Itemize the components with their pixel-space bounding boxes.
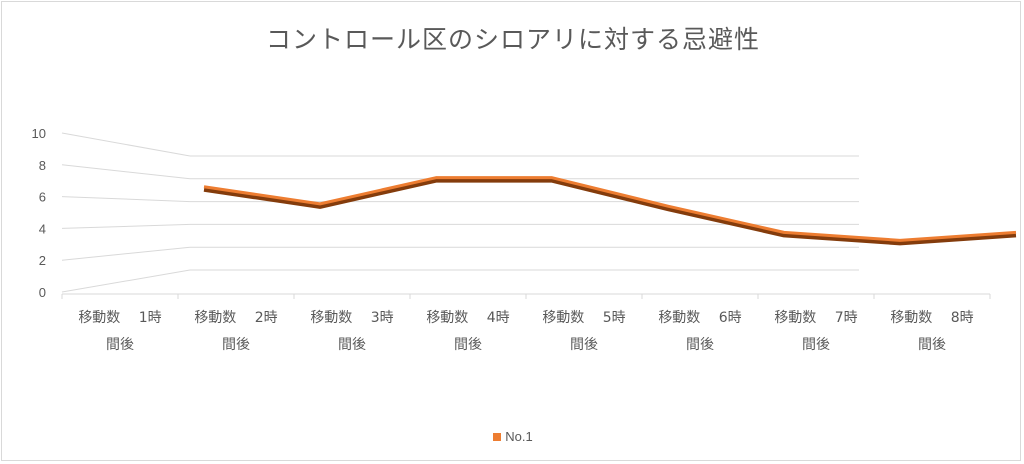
x-tick-label: 移動数 4時 — [426, 310, 509, 326]
x-tick-label: 間後 — [802, 337, 830, 353]
x-tick-label: 間後 — [918, 337, 946, 353]
gridline-wall — [61, 164, 191, 180]
gridline-wall — [61, 246, 191, 261]
x-tick-label: 間後 — [686, 337, 714, 353]
chart-title: コントロール区のシロアリに対する忌避性 — [265, 25, 760, 54]
y-tick-label: 10 — [32, 126, 46, 141]
x-tick-label: 移動数 5時 — [542, 310, 625, 326]
legend-label: No.1 — [505, 429, 533, 444]
x-tick-label: 間後 — [338, 337, 366, 353]
legend: No.1 — [2, 429, 1024, 444]
x-tick-label: 移動数 8時 — [890, 310, 973, 326]
series-lines — [203, 176, 1017, 246]
gridline-wall — [61, 223, 191, 229]
x-tick-label: 移動数 1時 — [78, 310, 161, 326]
x-tick-label: 移動数 2時 — [194, 310, 277, 326]
x-tick-label: 間後 — [454, 337, 482, 353]
y-tick-labels: 0 2 4 6 8 10 — [32, 126, 46, 300]
series-line-shadow — [203, 178, 1017, 246]
gridline-wall — [61, 269, 191, 293]
x-tick-label: 間後 — [106, 337, 134, 353]
gridlines — [61, 132, 859, 293]
axes — [61, 293, 991, 299]
y-tick-label: 0 — [39, 285, 46, 300]
x-tick-label: 間後 — [570, 337, 598, 353]
gridline-wall — [61, 196, 191, 203]
y-tick-label: 8 — [39, 158, 46, 173]
gridline-wall — [61, 132, 191, 157]
y-tick-label: 4 — [39, 221, 46, 236]
legend-swatch — [493, 432, 502, 441]
x-tick-label: 移動数 6時 — [658, 310, 741, 326]
x-tick-label: 移動数 3時 — [310, 310, 393, 326]
x-tick-label: 移動数 7時 — [774, 310, 857, 326]
x-tick-label: 間後 — [222, 337, 250, 353]
y-tick-label: 2 — [39, 253, 46, 268]
y-tick-label: 6 — [39, 190, 46, 205]
series-line — [203, 176, 1017, 242]
